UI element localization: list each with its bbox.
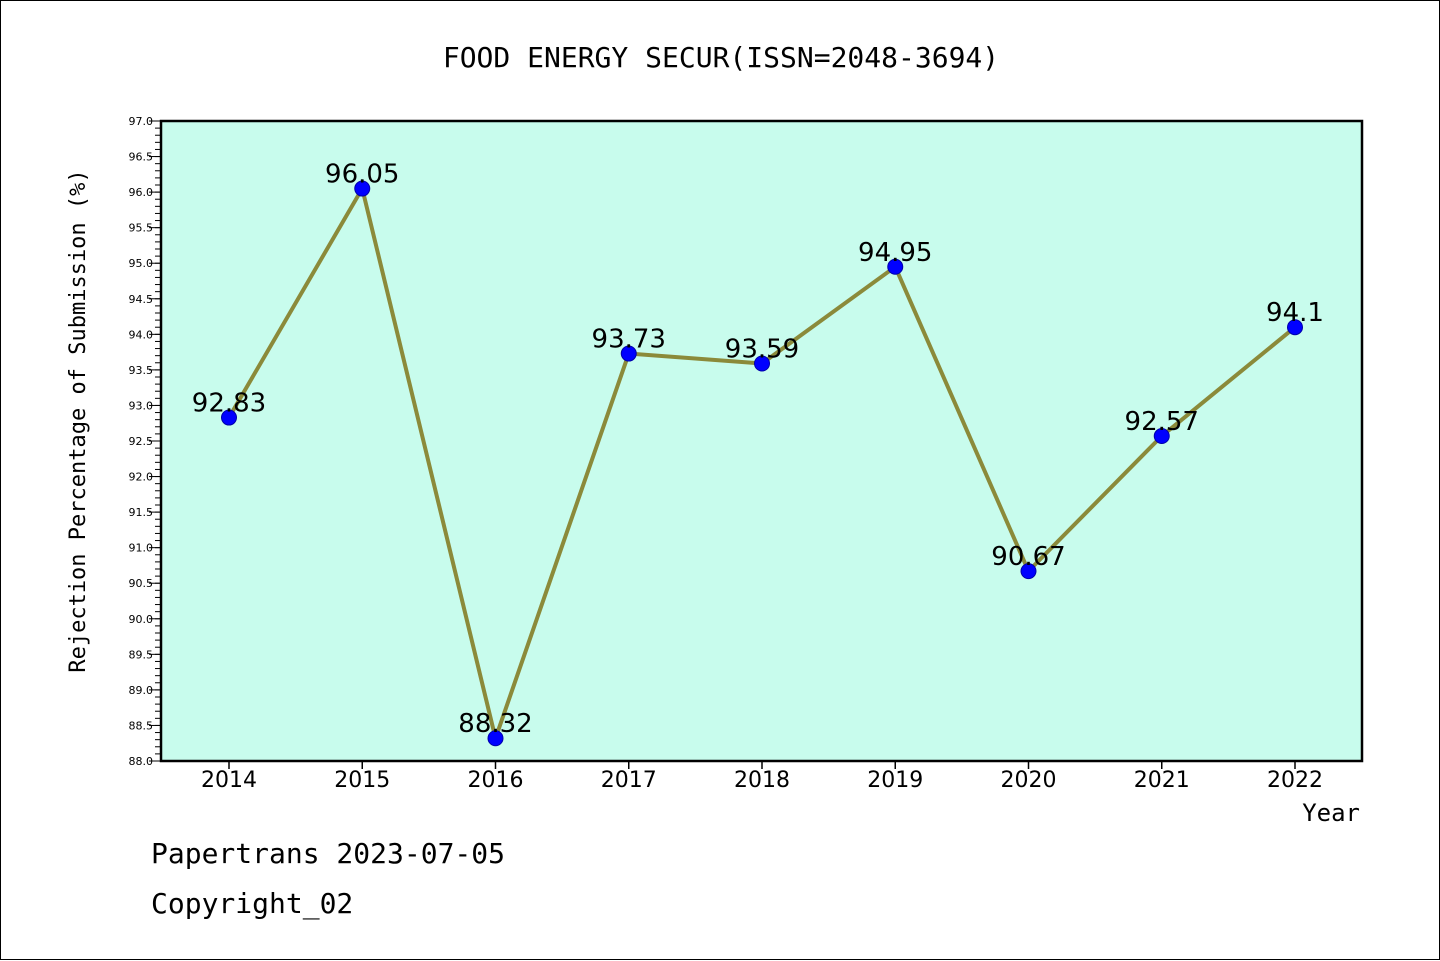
x-axis-label: Year: [1302, 799, 1360, 827]
data-label: 93.59: [725, 334, 799, 364]
x-tick-label: 2018: [734, 768, 790, 793]
data-label: 93.73: [592, 325, 666, 355]
data-point: [1020, 563, 1037, 580]
data-point: [487, 730, 504, 747]
y-tick-label: 96.0: [129, 186, 154, 199]
data-point: [1153, 428, 1170, 445]
x-tick-label: 2020: [1001, 768, 1057, 793]
data-point: [354, 180, 371, 197]
y-tick-label: 95.0: [129, 257, 154, 270]
y-tick-label: 91.5: [129, 506, 154, 519]
x-tick-label: 2014: [201, 768, 257, 793]
y-tick-label: 96.5: [129, 151, 154, 164]
x-tick-label: 2015: [334, 768, 390, 793]
data-point: [887, 258, 904, 275]
y-tick-label: 89.0: [129, 684, 154, 697]
y-tick-label: 88.0: [129, 755, 154, 768]
data-label: 88.32: [458, 709, 532, 739]
data-point: [221, 409, 237, 426]
data-label: 94.95: [858, 238, 932, 268]
y-tick-label: 89.5: [129, 648, 154, 661]
data-label: 94.1: [1266, 298, 1324, 328]
x-tick-label: 2021: [1134, 768, 1190, 793]
x-tick-label: 2022: [1267, 768, 1323, 793]
data-point: [620, 345, 637, 362]
plot-border: [159, 119, 1364, 763]
x-tick-label: 2019: [867, 768, 923, 793]
data-label: 92.57: [1125, 407, 1199, 437]
y-axis-label: Rejection Percentage of Submission (%): [66, 169, 91, 672]
data-point: [1287, 319, 1303, 336]
y-tick-label: 93.5: [129, 364, 154, 377]
x-tick-label: 2016: [468, 768, 524, 793]
y-tick-label: 92.5: [129, 435, 154, 448]
footer-date: Papertrans 2023-07-05: [151, 837, 506, 870]
footer-copyright: Copyright_02: [151, 887, 354, 920]
data-label: 92.83: [192, 389, 266, 419]
y-tick-label: 88.5: [129, 719, 154, 732]
y-tick-label: 92.0: [129, 471, 154, 484]
data-point: [754, 355, 770, 372]
x-tick-label: 2017: [601, 768, 657, 793]
y-tick-label: 94.0: [129, 328, 154, 341]
y-tick-label: 91.0: [129, 542, 154, 555]
y-tick-label: 90.5: [129, 577, 154, 590]
y-tick-label: 97.0: [129, 115, 154, 128]
data-label: 96.05: [325, 160, 399, 190]
y-tick-label: 95.5: [129, 222, 154, 235]
data-label: 90.67: [991, 542, 1065, 572]
plot-area: [161, 121, 1362, 761]
y-tick-label: 94.5: [129, 293, 154, 306]
y-tick-label: 93.0: [129, 399, 154, 412]
y-tick-label: 90.0: [129, 613, 154, 626]
chart-title: FOOD ENERGY SECUR(ISSN=2048-3694): [443, 41, 999, 74]
